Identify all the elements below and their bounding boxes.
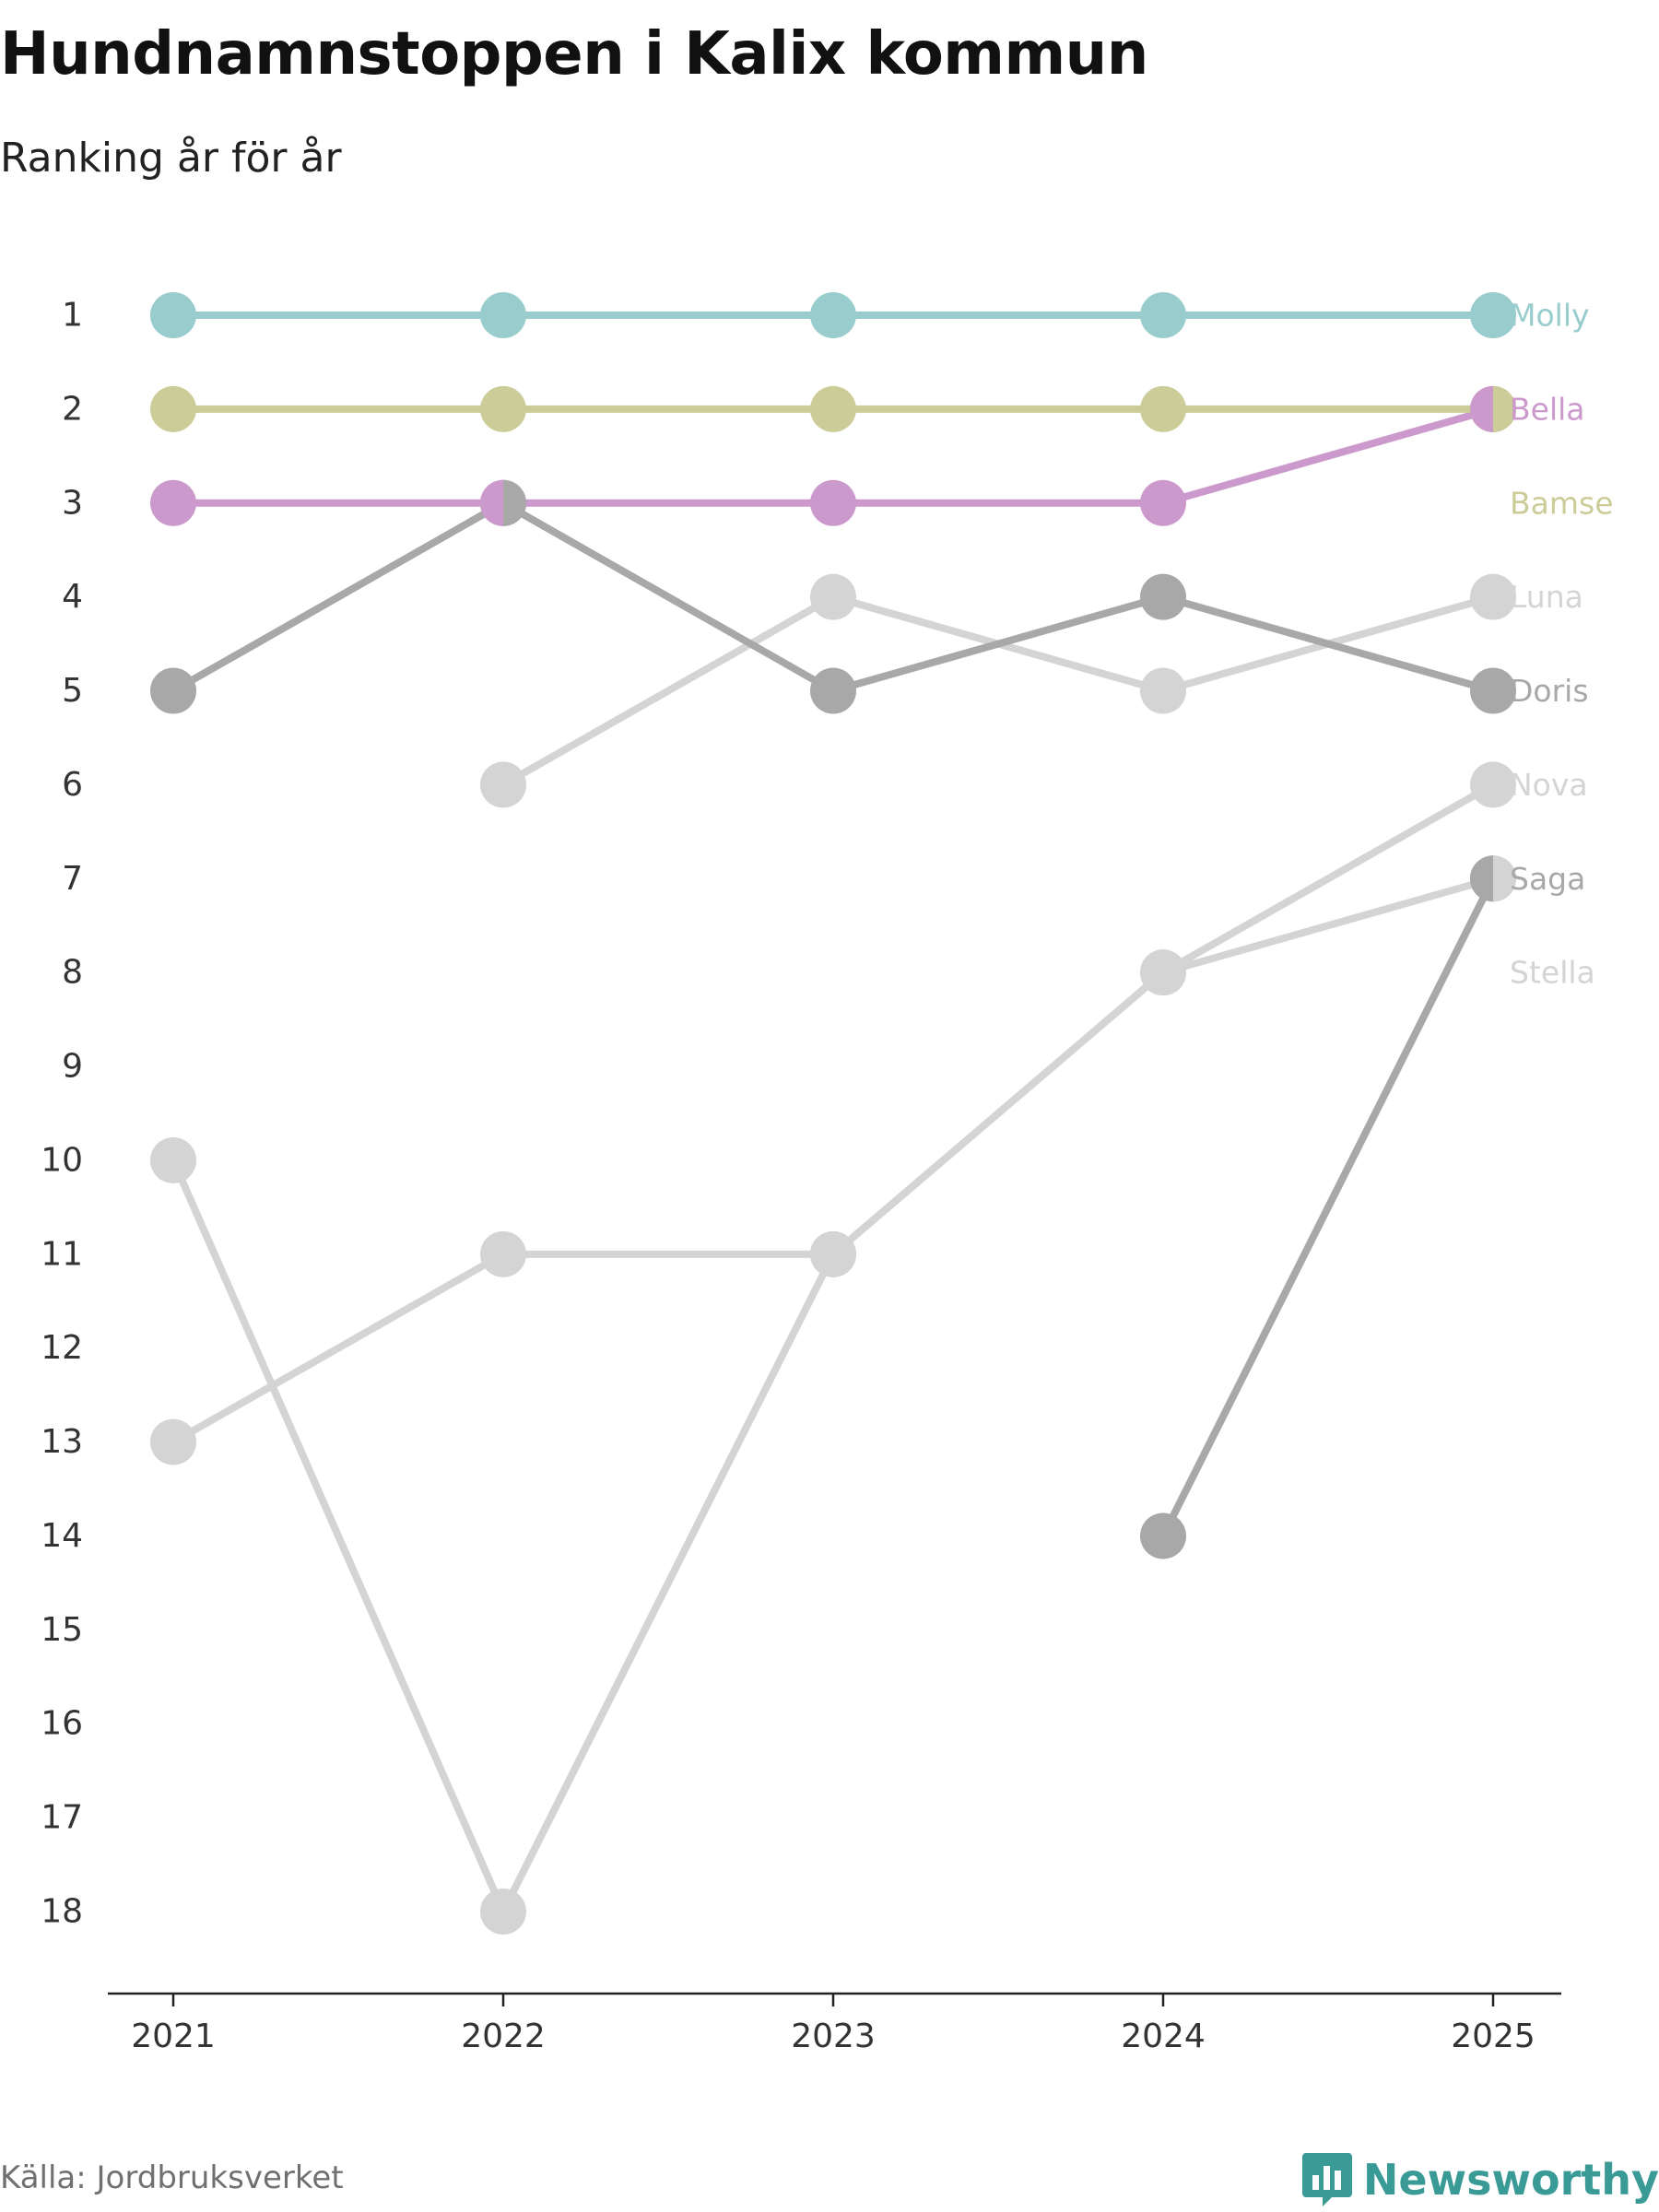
y-tick-label: 6 <box>62 766 83 804</box>
x-tick-label: 2023 <box>791 2018 876 2055</box>
split-markers <box>480 385 1516 902</box>
y-tick-label: 1 <box>62 297 83 335</box>
series-stella <box>150 855 1516 1935</box>
data-point <box>1140 949 1186 996</box>
y-tick-label: 9 <box>62 1048 83 1086</box>
series-line <box>170 875 1497 1915</box>
data-point <box>480 292 526 338</box>
split-point <box>1469 855 1516 902</box>
split-point <box>480 479 526 526</box>
y-tick-label: 4 <box>62 578 83 616</box>
data-point <box>1470 292 1516 338</box>
y-tick-label: 15 <box>41 1611 83 1649</box>
series-luna <box>480 573 1516 808</box>
data-point <box>1470 761 1516 808</box>
y-tick-label: 3 <box>62 484 83 522</box>
y-tick-label: 17 <box>41 1799 83 1837</box>
chart-subtitle: Ranking år för år <box>0 135 342 182</box>
series-nova <box>150 761 1516 1465</box>
x-tick-label: 2025 <box>1451 2018 1535 2055</box>
end-label-nova: Nova <box>1510 767 1588 803</box>
data-point <box>150 1136 196 1183</box>
data-point <box>810 292 856 338</box>
split-right-half <box>1493 385 1516 432</box>
data-point <box>1140 573 1186 620</box>
data-point <box>150 385 196 432</box>
data-point <box>810 479 856 526</box>
end-labels: Molly Bella Bamse Luna Doris Nova Saga Stella <box>1510 298 1614 991</box>
series-layer <box>150 292 1516 1935</box>
x-tick-label: 2021 <box>131 2018 216 2055</box>
y-tick-label: 5 <box>62 672 83 710</box>
data-point <box>1470 573 1516 620</box>
end-label-doris: Doris <box>1510 673 1589 709</box>
data-point <box>480 761 526 808</box>
data-point <box>480 385 526 432</box>
end-label-molly: Molly <box>1510 298 1590 334</box>
end-label-bamse: Bamse <box>1510 485 1614 521</box>
data-point <box>810 573 856 620</box>
split-left-half <box>1469 385 1493 432</box>
data-point <box>810 385 856 432</box>
split-point <box>1469 385 1516 432</box>
chart-title: Hundnamnstoppen i Kalix kommun <box>0 20 1148 88</box>
end-label-luna: Luna <box>1510 579 1583 615</box>
split-left-half <box>480 479 503 526</box>
end-label-stella: Stella <box>1510 955 1595 991</box>
split-left-half <box>1469 855 1493 902</box>
y-tick-label: 14 <box>41 1517 83 1555</box>
data-point <box>810 1230 856 1277</box>
data-point <box>1140 479 1186 526</box>
brand[interactable]: Newsworthy <box>1301 2153 1659 2206</box>
series-molly <box>150 292 1516 338</box>
split-right-half <box>503 479 526 526</box>
data-point <box>1140 385 1186 432</box>
data-point <box>150 292 196 338</box>
y-tick-label: 8 <box>62 954 83 992</box>
series-line <box>170 781 1497 1446</box>
brand-name: Newsworthy <box>1362 2155 1659 2205</box>
data-point <box>480 1888 526 1935</box>
y-tick-label: 16 <box>41 1705 83 1743</box>
split-right-half <box>1493 855 1516 902</box>
y-tick-label: 13 <box>41 1423 83 1461</box>
end-label-bella: Bella <box>1510 391 1585 427</box>
series-line <box>1159 875 1497 1540</box>
y-tick-label: 12 <box>41 1329 83 1367</box>
data-point <box>1140 667 1186 714</box>
x-tick-label: 2024 <box>1121 2018 1206 2055</box>
y-tick-label: 18 <box>41 1893 83 1931</box>
data-point <box>1140 292 1186 338</box>
data-point <box>150 1418 196 1465</box>
series-line <box>500 593 1497 789</box>
series-bamse <box>150 385 1516 432</box>
y-tick-label: 11 <box>41 1235 83 1273</box>
x-axis: 2021 2022 2023 2024 2025 <box>108 1992 1561 2055</box>
y-tick-label: 2 <box>62 390 83 428</box>
end-label-saga: Saga <box>1510 861 1585 897</box>
source-note: Källa: Jordbruksverket <box>0 2159 344 2196</box>
data-point <box>1140 1512 1186 1559</box>
data-point <box>480 1230 526 1277</box>
data-point <box>810 667 856 714</box>
y-tick-label: 7 <box>62 860 83 898</box>
newsworthy-logo-icon <box>1301 2153 1352 2206</box>
data-point <box>150 667 196 714</box>
y-tick-label: 10 <box>41 1141 83 1179</box>
data-point <box>150 479 196 526</box>
x-tick-label: 2022 <box>461 2018 546 2055</box>
data-point <box>1470 667 1516 714</box>
